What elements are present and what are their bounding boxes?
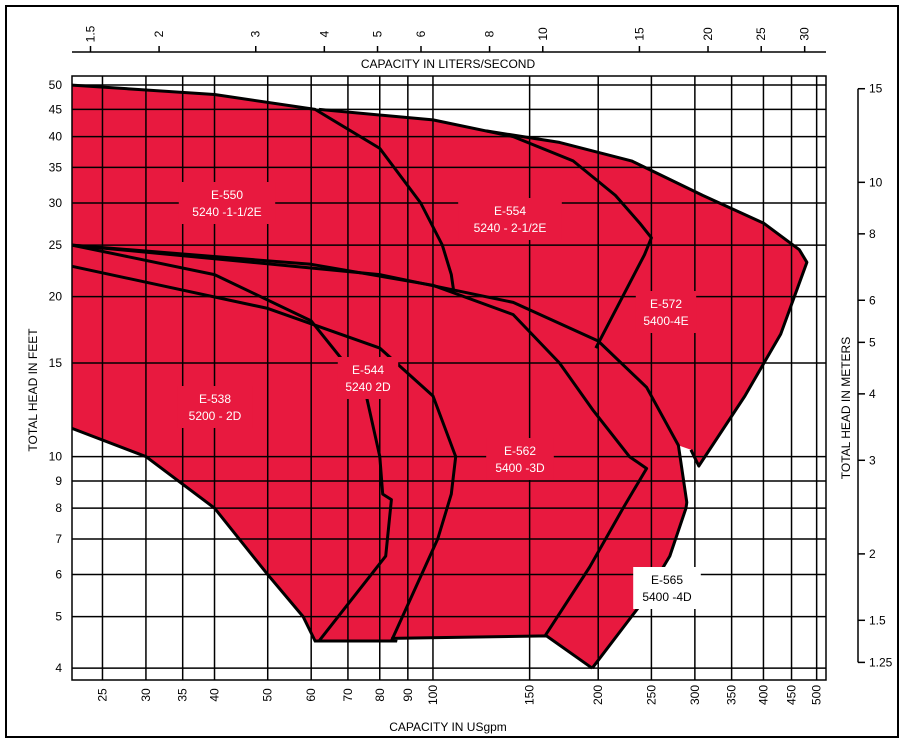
region-pump-label: 5240 - 2-1/2E [474,221,547,235]
pump-curve [318,107,653,349]
x2-tick-label: 10 [536,27,550,41]
y-tick-label: 20 [49,290,63,304]
y2-tick-label: 2 [869,547,876,561]
x-tick-label: 90 [401,688,415,702]
y-tick-label: 35 [49,160,63,174]
y-tick-label: 50 [49,78,63,92]
region-pump-label: 5400 -4D [642,590,692,604]
y-tick-label: 40 [49,130,63,144]
x2-tick-label: 15 [632,27,646,41]
x-tick-label: 250 [644,685,658,705]
x-tick-label: 350 [725,685,739,705]
y2-tick-label: 15 [869,82,883,96]
y2-tick-label: 6 [869,293,876,307]
region-model-label: E-562 [504,444,536,458]
x2-tick-label: 5 [371,30,385,37]
x2-tick-label: 2 [152,30,166,37]
lower-boundary-curve [71,426,594,670]
y2-axis-label: TOTAL HEAD IN METERS [839,337,853,479]
x-tick-label: 150 [523,685,537,705]
pump-curves [71,83,809,670]
x2-tick-label: 20 [701,27,715,41]
region-label-bg [178,182,276,224]
x-tick-label: 30 [139,688,153,702]
y-tick-label: 4 [55,661,62,675]
x2-tick-label: 25 [754,27,768,41]
y2-tick-label: 5 [869,335,876,349]
x-tick-label: 200 [591,685,605,705]
region-pump-label: 5400 -3D [495,461,545,475]
x-tick-label: 40 [208,688,222,702]
region-model-label: E-550 [211,188,243,202]
y-tick-label: 45 [49,102,63,116]
region-labels: E-550 5240 -1-1/2E E-554 5240 - 2-1/2E E-572… [177,182,701,609]
region-pump-label: 5240 -1-1/2E [192,205,261,219]
y2-tick-label: 1.25 [869,655,893,669]
y-tick-label: 9 [55,474,62,488]
region-model-label: E-544 [352,363,384,377]
x-tick-label: 400 [757,685,771,705]
operating-envelope-fill [72,85,807,669]
x-tick-label: 60 [304,688,318,702]
region-label-bg [458,198,562,240]
region-pump-label: 5400-4E [643,314,688,328]
x-tick-label: 70 [341,688,355,702]
y-tick-label: 10 [49,450,63,464]
y2-tick-label: 1.5 [869,613,886,627]
plot-border [71,75,827,681]
region-pump-label: 5200 - 2D [189,409,242,423]
region-model-label: E-572 [650,297,682,311]
pump-curve [71,83,455,291]
x2-tick-label: 4 [317,30,331,37]
region-model-label: E-565 [651,573,683,587]
x-tick-label: 500 [810,685,824,705]
pump-curve [71,243,393,642]
x2-tick-label: 3 [249,30,263,37]
y-tick-label: 15 [49,356,63,370]
y-tick-label: 30 [49,196,63,210]
pump-curve [485,129,809,468]
region-label-bg [635,291,697,333]
x2-tick-label: 30 [798,27,812,41]
x2-tick-label: 8 [483,30,497,37]
y2-tick-label: 10 [869,175,883,189]
y-tick-label: 5 [55,610,62,624]
x-tick-label: 450 [785,685,799,705]
region-pump-label: 5240 2D [345,380,391,394]
x-tick-label: 50 [261,688,275,702]
region-label-bg [633,567,701,609]
x-tick-label: 35 [176,688,190,702]
y-tick-label: 6 [55,568,62,582]
x2-axis-label: CAPACITY IN LITERS/SECOND [361,57,536,71]
x-tick-label: 80 [373,688,387,702]
x-axis-label: CAPACITY IN USgpm [389,720,507,734]
x2-tick-label: 1.5 [84,25,98,42]
region-model-label: E-538 [199,392,231,406]
region-label-bg [486,438,554,480]
region-model-label: E-554 [494,204,526,218]
x-tick-label: 100 [426,685,440,705]
x-tick-label: 25 [96,688,110,702]
y2-tick-label: 4 [869,387,876,401]
y2-tick-label: 8 [869,227,876,241]
region-label-bg [177,386,253,428]
region-label-bg [337,357,399,399]
pump-curve [71,264,458,642]
x2-tick-label: 6 [414,30,428,37]
y-axis-label: TOTAL HEAD IN FEET [26,328,40,452]
pump-regions-fill [72,85,807,669]
y-tick-label: 7 [55,532,62,546]
y2-tick-label: 3 [869,453,876,467]
y-tick-label: 8 [55,501,62,515]
axes: 25 30 35 40 50 60 70 80 90 100 150 200 250 300 350 400 4… [49,25,893,705]
y-tick-label: 25 [49,238,63,252]
x-tick-label: 300 [688,685,702,705]
